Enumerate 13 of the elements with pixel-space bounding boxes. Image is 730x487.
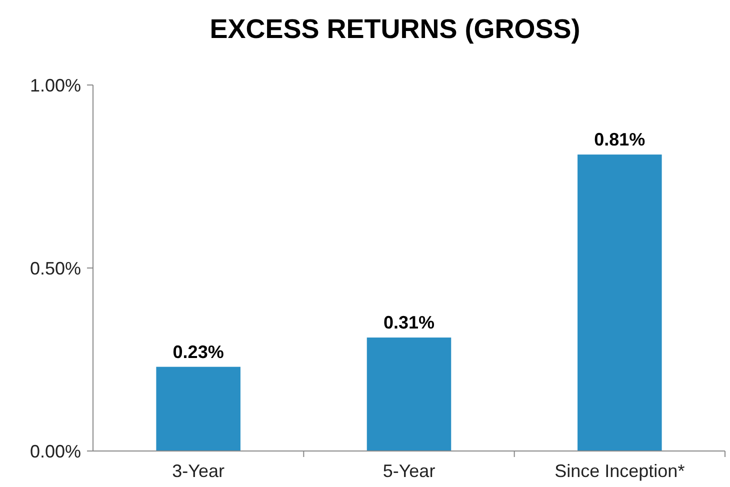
bar — [366, 338, 452, 451]
data-label: 0.81% — [594, 130, 646, 150]
chart-title: EXCESS RETURNS (GROSS) — [210, 14, 580, 44]
y-tick-label: 0.50% — [30, 258, 81, 278]
x-tick-label: 5-Year — [382, 461, 436, 481]
bar — [156, 366, 240, 451]
data-label: 0.23% — [172, 342, 224, 362]
y-tick-label: 0.00% — [30, 441, 81, 462]
x-tick-label: Since Inception* — [554, 461, 685, 481]
x-tick-label: 3-Year — [172, 461, 225, 481]
data-label: 0.31% — [383, 312, 435, 333]
bar — [578, 154, 662, 451]
y-tick-label: 1.00% — [30, 75, 81, 96]
